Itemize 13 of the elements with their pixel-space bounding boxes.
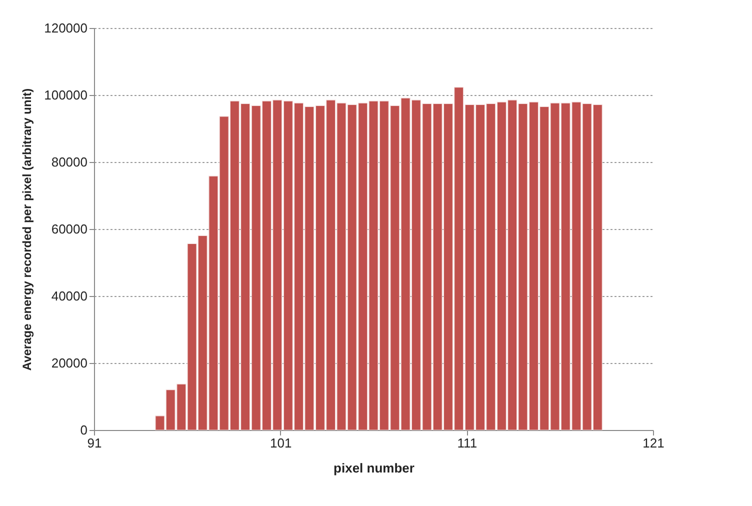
y-tick-label: 80000	[51, 154, 88, 170]
x-tick-label: 121	[642, 436, 664, 450]
y-tick-label: 0	[80, 422, 88, 438]
x-tick-label: 101	[270, 436, 292, 450]
x-tick-label: 111	[457, 436, 478, 450]
y-axis-title: Average energy recorded per pixel (arbitrary unit)	[20, 88, 34, 371]
x-tick-label: 91	[87, 436, 102, 450]
y-tick-label: 60000	[51, 222, 88, 236]
x-axis-title: pixel number	[334, 460, 414, 476]
y-tick-label: 100000	[44, 88, 88, 102]
y-tick-label: 40000	[51, 288, 88, 304]
y-tick-label: 120000	[44, 20, 88, 36]
y-tick-label: 20000	[51, 356, 88, 370]
